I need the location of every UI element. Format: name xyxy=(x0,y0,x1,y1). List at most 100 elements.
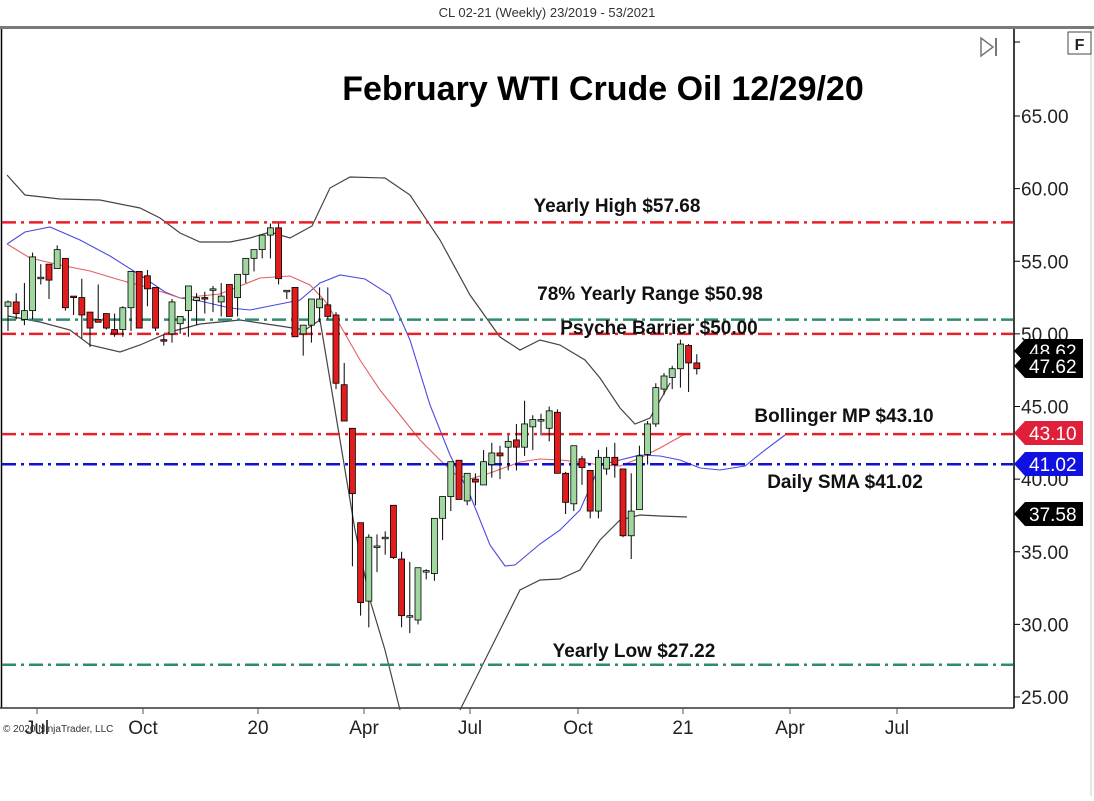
candle-up xyxy=(53,249,61,269)
candle-up xyxy=(258,234,266,251)
candle-up xyxy=(422,570,430,573)
y-tick-label: 25.00 xyxy=(1021,688,1069,709)
price-tag xyxy=(1014,354,1083,378)
candle-down xyxy=(340,384,348,422)
level-label: Bollinger MP $43.10 xyxy=(754,406,933,427)
candlesticks xyxy=(4,223,701,634)
candle-up xyxy=(37,276,45,280)
candle-down xyxy=(45,263,53,281)
candle-down xyxy=(201,297,209,300)
candle-up xyxy=(652,387,660,425)
candle-down xyxy=(586,470,594,512)
candle-down xyxy=(70,295,77,299)
candle-up xyxy=(217,295,225,303)
x-tick-label: 21 xyxy=(672,718,693,739)
price-tag-label: 47.62 xyxy=(1029,357,1077,378)
candle-down xyxy=(619,468,627,537)
candle-up xyxy=(266,227,274,236)
candle-up xyxy=(430,517,438,574)
candle-up xyxy=(677,343,684,370)
candle-down xyxy=(693,362,701,370)
candle-down xyxy=(94,318,102,323)
level-label: Psyche Barrier $50.00 xyxy=(560,318,758,339)
level-label: Daily SMA $41.02 xyxy=(767,472,923,493)
candle-down xyxy=(357,522,365,603)
price-chart[interactable]: Yearly High $57.68 78% Yearly Range $50.9… xyxy=(0,29,1094,796)
candle-up xyxy=(119,307,127,330)
level-labels: Yearly High $57.68 78% Yearly Range $50.9… xyxy=(534,196,934,662)
price-tag-label: 43.10 xyxy=(1029,424,1077,445)
candle-down xyxy=(324,304,332,317)
y-tick-label: 35.00 xyxy=(1021,543,1069,564)
candle-down xyxy=(86,311,94,329)
candle-up xyxy=(644,423,651,455)
x-tick-label: Oct xyxy=(128,718,158,739)
candle-up xyxy=(439,496,447,519)
y-tick-label: 45.00 xyxy=(1021,398,1069,419)
price-tag xyxy=(1014,502,1083,526)
candle-up xyxy=(545,410,553,429)
candle-up xyxy=(414,567,422,621)
candle-down xyxy=(103,313,110,329)
horizontal-levels xyxy=(2,221,1013,667)
candle-down xyxy=(275,227,283,280)
candle-up xyxy=(603,456,610,470)
candle-up xyxy=(406,615,414,618)
level-label: Yearly Low $27.22 xyxy=(553,641,716,662)
candle-down xyxy=(291,286,299,338)
candle-down xyxy=(455,459,463,500)
candle-down xyxy=(143,275,151,290)
candle-up xyxy=(29,256,37,312)
candle-up xyxy=(365,536,373,602)
candle-down xyxy=(471,478,479,483)
candle-up xyxy=(193,297,201,301)
candle-down xyxy=(562,472,569,503)
candle-down xyxy=(348,427,356,495)
y-tick-label: 30.00 xyxy=(1021,615,1069,636)
copyright-notice: © 2020 NinjaTrader, LLC xyxy=(3,724,114,735)
candle-down xyxy=(578,458,586,468)
candle-up xyxy=(242,257,250,275)
x-tick-label: Oct xyxy=(563,718,593,739)
candle-down xyxy=(135,271,143,329)
candle-down xyxy=(513,439,520,448)
scroll-to-end-icon[interactable] xyxy=(980,36,997,58)
chart-panel[interactable]: Yearly High $57.68 78% Yearly Range $50.9… xyxy=(0,29,1094,796)
candle-up xyxy=(529,419,537,428)
header-divider xyxy=(0,26,1094,29)
x-axis: Jul Oct 20 Apr Jul Oct 21 Apr Jul xyxy=(25,708,909,739)
candle-up xyxy=(127,271,135,309)
y-tick-label: 65.00 xyxy=(1021,107,1069,128)
candle-up xyxy=(373,545,381,548)
candle-down xyxy=(496,452,504,457)
candle-down xyxy=(398,558,406,617)
moving-average-pink xyxy=(6,243,686,480)
y-tick-label: 55.00 xyxy=(1021,252,1069,273)
candle-down xyxy=(554,411,561,474)
candle-up xyxy=(381,536,389,540)
x-tick-label: Apr xyxy=(349,718,379,739)
candle-down xyxy=(111,329,118,335)
x-tick-label: Apr xyxy=(775,718,805,739)
candle-up xyxy=(307,298,315,326)
candle-up xyxy=(504,440,512,448)
candle-up xyxy=(463,472,471,502)
chart-header-title: CL 02-21 (Weekly) 23/2019 - 53/2021 xyxy=(438,5,656,20)
candle-up xyxy=(570,445,578,505)
candle-down xyxy=(12,301,20,314)
candle-down xyxy=(389,504,397,558)
price-tag xyxy=(1014,452,1083,476)
candle-down xyxy=(225,284,233,317)
candle-down xyxy=(611,456,619,465)
candle-down xyxy=(152,286,160,329)
level-label: 78% Yearly Range $50.98 xyxy=(537,284,763,305)
x-tick-label: Jul xyxy=(885,718,909,739)
f-button[interactable]: F xyxy=(1067,31,1092,55)
candle-up xyxy=(168,301,176,335)
candle-down xyxy=(62,257,69,309)
bollinger-upper xyxy=(6,174,671,425)
candle-down xyxy=(685,345,692,364)
candle-up xyxy=(176,316,184,325)
candle-up xyxy=(447,461,455,497)
candle-up xyxy=(209,288,217,291)
